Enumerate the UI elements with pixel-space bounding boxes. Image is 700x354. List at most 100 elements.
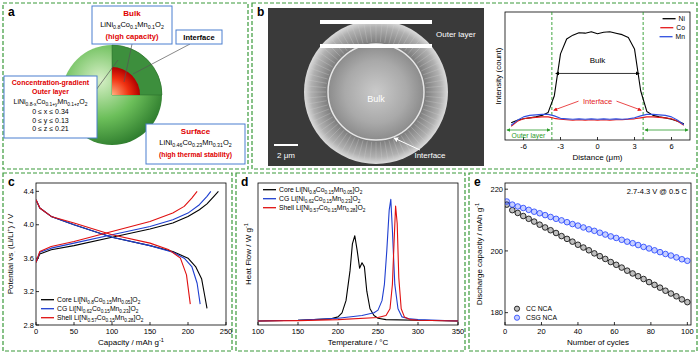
point bbox=[657, 249, 663, 255]
text-run: Shell Li[Ni bbox=[57, 314, 88, 322]
legend-swatch bbox=[660, 36, 673, 37]
texture bbox=[423, 68, 442, 75]
point bbox=[685, 299, 691, 305]
y-tick-label: 2.8 bbox=[24, 321, 34, 330]
series-line bbox=[258, 236, 458, 321]
legend-swatch bbox=[263, 207, 276, 208]
text-run: -1 bbox=[159, 337, 164, 343]
point bbox=[674, 293, 680, 299]
text-run: Mn bbox=[57, 98, 67, 105]
point bbox=[624, 268, 630, 274]
x-tick bbox=[338, 322, 339, 325]
text-run: Distance (μm) bbox=[573, 153, 623, 162]
y-tick bbox=[505, 312, 508, 313]
legend-swatch bbox=[41, 317, 54, 318]
text-run: 0.15 bbox=[106, 318, 116, 323]
texture bbox=[376, 142, 377, 162]
text-run: Core Li[Ni bbox=[279, 186, 310, 194]
point bbox=[652, 247, 658, 253]
x-tick bbox=[298, 322, 299, 325]
point bbox=[602, 232, 608, 238]
series-line bbox=[258, 206, 458, 321]
point bbox=[674, 255, 680, 261]
particle bbox=[304, 20, 448, 164]
point bbox=[537, 222, 543, 228]
text-run: Heat Flow / W g bbox=[244, 228, 253, 285]
region-boundary bbox=[643, 12, 644, 140]
series-line bbox=[511, 117, 684, 126]
point bbox=[619, 237, 625, 243]
panel-frame bbox=[236, 173, 465, 351]
text-box bbox=[92, 6, 172, 44]
y-axis-label: Potential vs. (Li/Li+) / V bbox=[5, 213, 16, 294]
text-run: -1 bbox=[243, 223, 249, 228]
curve-line bbox=[36, 191, 211, 262]
text-run: ) / V bbox=[6, 213, 15, 228]
text-run: (Li/Li bbox=[6, 232, 15, 252]
legend-swatch bbox=[663, 18, 676, 19]
text-run: ]O bbox=[356, 204, 363, 212]
series-line bbox=[511, 32, 684, 124]
text-run: Concentration-gradient bbox=[12, 79, 90, 87]
texture bbox=[419, 57, 436, 67]
point bbox=[619, 265, 625, 271]
text-run: 2 bbox=[229, 142, 232, 148]
text-run: 0 ≤ z ≤ 0.21 bbox=[32, 125, 69, 132]
x-tick bbox=[378, 322, 379, 325]
texture bbox=[322, 47, 337, 60]
text-run: ]O bbox=[351, 195, 358, 203]
curve-line bbox=[36, 200, 200, 304]
point bbox=[652, 282, 658, 288]
text-run: Mn bbox=[332, 195, 342, 202]
x-axis-label: Capacity / mAh g-1 bbox=[98, 337, 164, 347]
point bbox=[597, 230, 603, 236]
title: Interface bbox=[183, 33, 214, 42]
point bbox=[613, 235, 619, 241]
legend-label: CG Li[Ni0.62Co0.15Mn0.23]O2 bbox=[57, 305, 139, 314]
texture bbox=[408, 130, 421, 145]
point bbox=[592, 251, 598, 257]
point bbox=[657, 285, 663, 291]
x-tick-label: 350 bbox=[452, 327, 465, 336]
texture bbox=[364, 23, 367, 43]
title: Surface bbox=[181, 127, 211, 136]
text-run: Surface bbox=[181, 127, 211, 136]
text-run: Co bbox=[36, 98, 45, 105]
x-tick-label: 100 bbox=[106, 327, 119, 336]
x-tick-label: 0 bbox=[503, 327, 507, 336]
text-run: CG Li[Ni bbox=[279, 195, 305, 203]
texture bbox=[322, 124, 337, 137]
sem-background bbox=[268, 8, 484, 166]
texture bbox=[306, 92, 326, 93]
point bbox=[581, 225, 587, 231]
panel-frame bbox=[3, 173, 232, 351]
point bbox=[641, 276, 647, 282]
x-tick-label: -6 bbox=[520, 142, 527, 151]
text-run: Outer layer bbox=[32, 88, 69, 96]
text-run: Core Li[Ni bbox=[57, 296, 88, 304]
texture bbox=[319, 121, 335, 132]
series-line bbox=[258, 199, 458, 321]
x-tick-label: 200 bbox=[182, 327, 195, 336]
plot-frame bbox=[258, 183, 458, 325]
text-run: Mn bbox=[112, 296, 122, 303]
region-boundary bbox=[551, 12, 552, 140]
curve-line bbox=[36, 191, 197, 262]
point bbox=[608, 259, 614, 265]
x-tick bbox=[560, 137, 561, 140]
texture bbox=[417, 121, 433, 132]
legend-label: Ni bbox=[679, 15, 686, 22]
text-run: 0.28 bbox=[346, 208, 356, 213]
texture bbox=[370, 142, 372, 162]
point bbox=[526, 216, 532, 222]
point bbox=[592, 228, 598, 234]
point bbox=[646, 246, 652, 252]
legend-swatch bbox=[514, 315, 519, 320]
curve-line bbox=[36, 200, 190, 304]
texture bbox=[331, 130, 344, 145]
formula: LiNi0.8Co0.1Mn0.1O2 bbox=[100, 20, 164, 30]
x-tick bbox=[634, 137, 635, 140]
point bbox=[559, 233, 565, 239]
annotation-arrow bbox=[556, 73, 639, 74]
text-run: Mn bbox=[337, 204, 347, 211]
